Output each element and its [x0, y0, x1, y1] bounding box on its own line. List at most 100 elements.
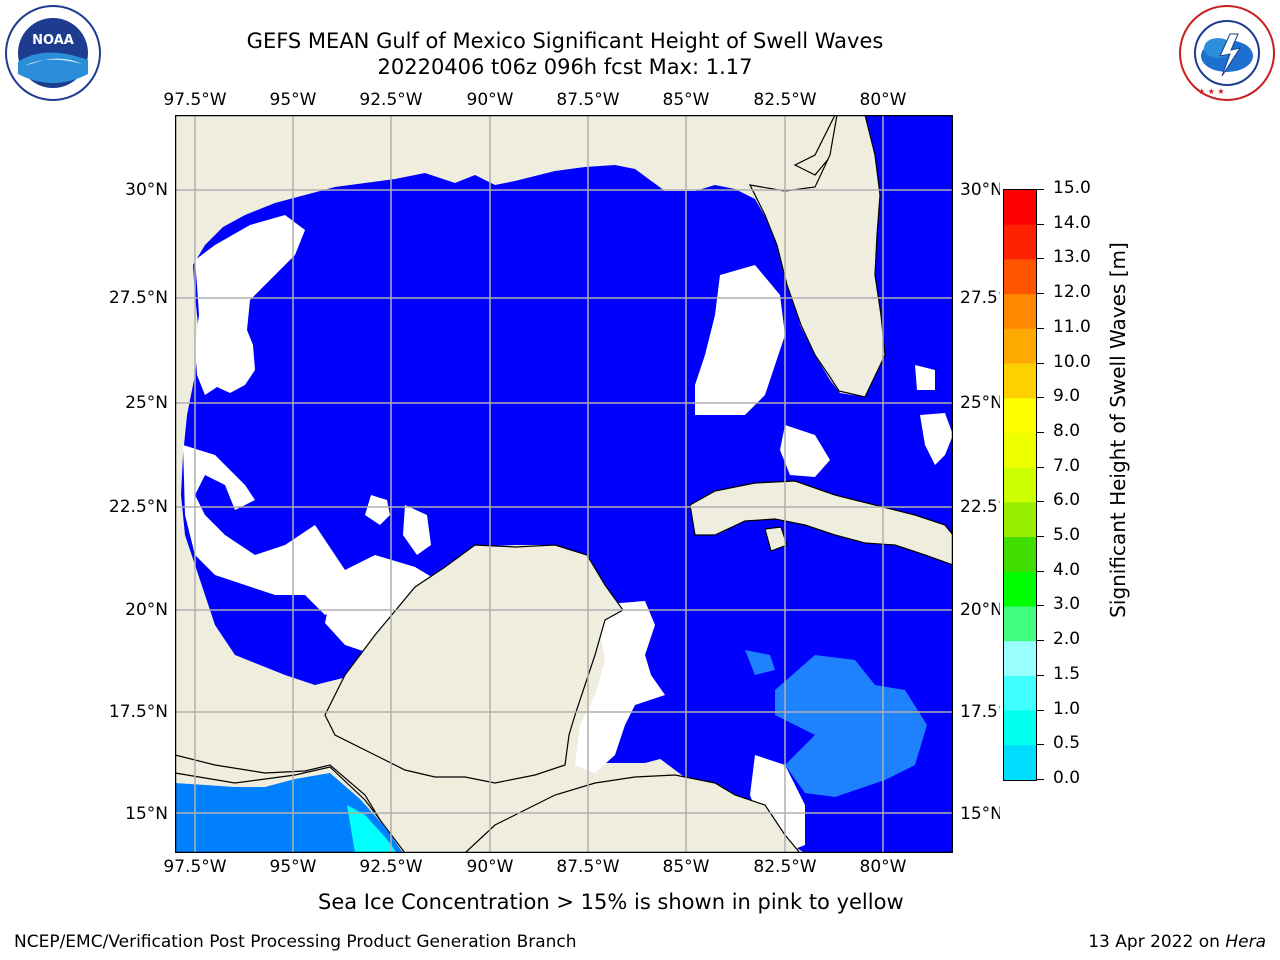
- colorbar-tick-mark: [1036, 431, 1044, 433]
- lon-tick-top: 92.5°W: [359, 90, 423, 110]
- colorbar-tick-mark: [1036, 327, 1044, 329]
- colorbar: [1003, 189, 1037, 781]
- swell-medium-region: [775, 655, 927, 797]
- lon-tick-top: 80°W: [859, 90, 907, 110]
- colorbar-tick-mark: [1036, 536, 1044, 538]
- colorbar-segment: [1004, 641, 1036, 677]
- colorbar-segment: [1004, 432, 1036, 469]
- colorbar-tick-label: 7.0: [1053, 455, 1081, 476]
- colorbar-tick-label: 8.0: [1053, 420, 1081, 441]
- colorbar-tick-label: 9.0: [1053, 386, 1081, 407]
- lon-tick-bottom: 95°W: [269, 857, 317, 877]
- colorbar-segment: [1004, 259, 1036, 295]
- colorbar-tick-label: 15.0: [1053, 178, 1091, 198]
- lat-tick-left: 22.5°N: [108, 497, 168, 517]
- colorbar-tick-mark: [1036, 779, 1044, 780]
- colorbar-tick-label: 4.0: [1053, 559, 1081, 580]
- colorbar-tick-label: 1.5: [1053, 663, 1081, 684]
- cuba: [689, 480, 954, 566]
- lon-tick-bottom: 97.5°W: [163, 857, 227, 877]
- lat-tick-right: 22.5°N: [960, 497, 1000, 517]
- colorbar-tick-mark: [1036, 258, 1044, 260]
- footer-date-text: 13 Apr 2022 on: [1088, 932, 1226, 952]
- colorbar-tick-mark: [1036, 362, 1044, 364]
- lat-tick-left: 25°N: [125, 393, 168, 413]
- map-canvas: [174, 114, 954, 854]
- colorbar-tick-mark: [1036, 570, 1044, 572]
- map-title: GEFS MEAN Gulf of Mexico Significant Hei…: [246, 29, 884, 53]
- lon-tick-top: 90°W: [466, 90, 514, 110]
- colorbar-tick-label: 5.0: [1053, 525, 1081, 546]
- colorbar-segment: [1004, 710, 1036, 746]
- colorbar-tick-mark: [1036, 466, 1044, 468]
- noaa-logo-text: NOAA: [32, 33, 74, 48]
- colorbar-segment: [1004, 190, 1036, 226]
- colorbar-tick-mark: [1036, 674, 1044, 676]
- colorbar-tick-label: 12.0: [1053, 282, 1091, 303]
- colorbar-tick-mark: [1036, 189, 1044, 190]
- colorbar-tick-label: 2.0: [1053, 629, 1081, 650]
- colorbar-segment: [1004, 224, 1036, 260]
- colorbar-tick-label: 0.0: [1053, 768, 1081, 788]
- colorbar-segment: [1004, 571, 1036, 607]
- footer-host: Hera: [1225, 932, 1266, 952]
- jamaica: [764, 526, 788, 552]
- colorbar-tick-mark: [1036, 501, 1044, 503]
- lon-tick-top: 82.5°W: [753, 90, 817, 110]
- colorbar-tick-label: 6.0: [1053, 490, 1081, 511]
- graticule: [175, 115, 953, 853]
- colorbar-tick-label: 1.0: [1053, 698, 1081, 719]
- colorbar-segment: [1004, 294, 1036, 330]
- lon-tick-bottom: 87.5°W: [556, 857, 620, 877]
- lon-tick-top: 85°W: [662, 90, 710, 110]
- lat-tick-right: 30°N: [960, 180, 1000, 200]
- lat-tick-left: 20°N: [125, 600, 168, 620]
- colorbar-label-text: Significant Height of Swell Waves [m]: [1106, 242, 1130, 618]
- colorbar-segment: [1004, 675, 1036, 712]
- lon-tick-bottom: 85°W: [662, 857, 710, 877]
- colorbar-tick-mark: [1036, 744, 1044, 746]
- colorbar-tick-mark: [1036, 293, 1044, 295]
- colorbar-tick-mark: [1036, 223, 1044, 225]
- map-subtitle: 20220406 t06z 096h fcst Max: 1.17: [377, 55, 753, 79]
- lat-tick-right: 17.5°N: [960, 702, 1000, 722]
- colorbar-tick-label: 13.0: [1053, 247, 1091, 268]
- lon-tick-top: 95°W: [269, 90, 317, 110]
- lat-tick-right: 15°N: [960, 804, 1000, 824]
- map-border: [174, 114, 954, 854]
- colorbar-segment: [1004, 328, 1036, 365]
- lat-tick-right: 25°N: [960, 393, 1000, 413]
- footer-credit: NCEP/EMC/Verification Post Processing Pr…: [14, 932, 577, 952]
- sea-ice-caption: Sea Ice Concentration > 15% is shown in …: [318, 890, 904, 914]
- lat-tick-left: 15°N: [125, 804, 168, 824]
- colorbar-segment: [1004, 467, 1036, 503]
- colorbar-segment: [1004, 363, 1036, 399]
- lon-tick-bottom: 80°W: [859, 857, 907, 877]
- colorbar-tick-mark: [1036, 397, 1044, 399]
- map-panel: [174, 114, 954, 854]
- footer-date: 13 Apr 2022 on Hera: [1088, 932, 1266, 952]
- yucatan: [324, 544, 624, 784]
- colorbar-tick-label: 14.0: [1053, 212, 1091, 233]
- lon-tick-bottom: 90°W: [466, 857, 514, 877]
- noaa-logo: NOAA: [4, 4, 102, 102]
- colorbar-tick-mark: [1036, 709, 1044, 711]
- colorbar-tick-label: 3.0: [1053, 594, 1081, 615]
- colorbar-segment: [1004, 502, 1036, 538]
- nws-logo: ★ ★ ★: [1178, 4, 1276, 102]
- lon-tick-top: 97.5°W: [163, 90, 227, 110]
- colorbar-tick-label: 10.0: [1053, 351, 1091, 372]
- lat-tick-left: 17.5°N: [108, 702, 168, 722]
- colorbar-label: Significant Height of Swell Waves [m]: [1105, 220, 1131, 640]
- colorbar-tick-label: 11.0: [1053, 316, 1091, 337]
- lat-tick-left: 30°N: [125, 180, 168, 200]
- lon-tick-bottom: 92.5°W: [359, 857, 423, 877]
- nws-ring-stars: ★ ★ ★: [1198, 87, 1225, 96]
- colorbar-tick-mark: [1036, 640, 1044, 642]
- swell-medium-small: [745, 650, 775, 675]
- colorbar-segment: [1004, 537, 1036, 573]
- lat-tick-right: 20°N: [960, 600, 1000, 620]
- colorbar-segment: [1004, 398, 1036, 434]
- lon-tick-top: 87.5°W: [556, 90, 620, 110]
- lat-tick-right: 27.5°N: [960, 288, 1000, 308]
